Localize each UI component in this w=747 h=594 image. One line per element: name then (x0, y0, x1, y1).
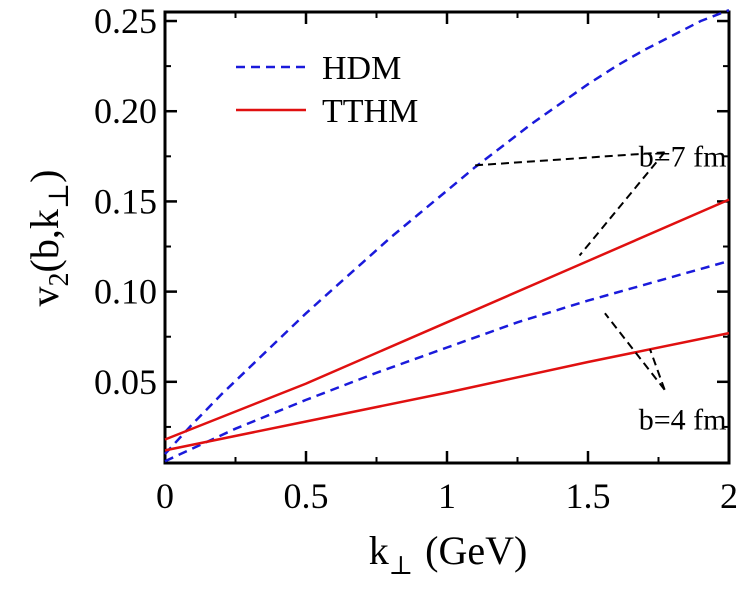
y-axis-title: v2(b,k⊥) (22, 170, 75, 307)
annotation-pointer (649, 349, 666, 391)
x-tick-label: 1 (438, 476, 456, 516)
annotation-label: b=7 fm (639, 140, 727, 173)
series-line-tthm-b-7-fm (164, 198, 730, 441)
annotations: b=7 fm b=4 fm (475, 140, 727, 437)
legend-label-hdm: HDM (322, 50, 401, 87)
annotation-pointer (604, 312, 666, 391)
x-axis-title: k⊥ (GeV) (369, 528, 528, 580)
legend-label-tthm: TTHM (322, 93, 418, 130)
y-tick-label: 0.10 (94, 272, 157, 312)
x-tick-label: 0.5 (284, 476, 329, 516)
x-tick-label: 1.5 (566, 476, 611, 516)
series-line-hdm-b-4-fm (164, 259, 730, 463)
legend: HDM TTHM (236, 50, 418, 130)
y-tick-label: 0.15 (94, 181, 157, 221)
y-tick-label: 0.05 (94, 362, 157, 402)
axis-ticks: 0 0.5 1 1.5 2 0.05 0.10 0.15 0.20 0.25 (94, 1, 738, 516)
series-line-tthm-b-4-fm (164, 331, 730, 452)
series-group (164, 9, 730, 463)
x-tick-label: 2 (720, 476, 738, 516)
annotation-pointer (475, 151, 665, 167)
y-tick-label: 0.25 (94, 1, 157, 41)
annotation-pointer (578, 151, 666, 257)
x-tick-label: 0 (156, 476, 174, 516)
y-tick-label: 0.20 (94, 91, 157, 131)
annotation-label: b=4 fm (639, 404, 727, 437)
series-line-hdm-b-7-fm (164, 9, 730, 455)
